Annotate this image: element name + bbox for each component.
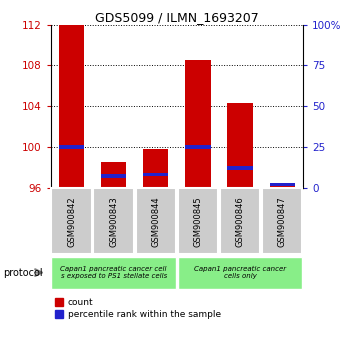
Bar (101, 162, 126, 188)
Bar (143, 173, 169, 176)
Text: GSM900845: GSM900845 (193, 196, 203, 247)
Legend: count, percentile rank within the sample: count, percentile rank within the sample (55, 298, 221, 319)
Bar (51, 257, 176, 289)
Text: GSM900842: GSM900842 (67, 196, 76, 247)
Bar (270, 183, 295, 186)
Bar (136, 188, 176, 254)
Bar (143, 149, 169, 188)
Bar (185, 145, 210, 149)
Text: GSM900844: GSM900844 (151, 196, 160, 247)
Bar (101, 175, 126, 178)
Bar (178, 257, 303, 289)
Bar (270, 185, 295, 188)
Text: GSM900843: GSM900843 (109, 196, 118, 247)
Bar (93, 188, 134, 254)
Text: Capan1 pancreatic cancer
cells only: Capan1 pancreatic cancer cells only (194, 266, 286, 279)
Bar (51, 188, 92, 254)
Bar (262, 188, 303, 254)
Bar (178, 188, 218, 254)
Bar (227, 166, 253, 170)
Bar (185, 61, 210, 188)
Text: Capan1 pancreatic cancer cell
s exposed to PS1 stellate cells: Capan1 pancreatic cancer cell s exposed … (60, 266, 167, 279)
Text: GSM900846: GSM900846 (236, 196, 244, 247)
Bar (59, 145, 84, 149)
Bar (59, 20, 84, 188)
Title: GDS5099 / ILMN_1693207: GDS5099 / ILMN_1693207 (95, 11, 259, 24)
Bar (220, 188, 260, 254)
Text: protocol: protocol (4, 268, 43, 278)
Bar (227, 103, 253, 188)
Text: GSM900847: GSM900847 (278, 196, 287, 247)
